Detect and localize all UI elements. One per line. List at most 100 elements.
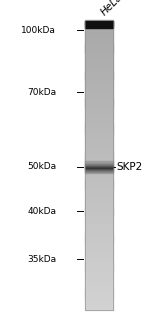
Bar bbox=[85, 174, 113, 175]
Bar bbox=[85, 156, 113, 157]
Bar bbox=[85, 196, 113, 197]
Bar bbox=[85, 214, 113, 216]
Bar bbox=[85, 299, 113, 301]
Bar bbox=[85, 75, 113, 77]
Bar bbox=[85, 187, 113, 189]
Bar bbox=[85, 240, 113, 242]
Bar bbox=[85, 77, 113, 79]
Bar bbox=[85, 147, 113, 148]
Bar bbox=[85, 198, 113, 199]
Bar bbox=[85, 186, 113, 188]
Bar bbox=[85, 23, 113, 24]
Bar bbox=[85, 238, 113, 240]
Bar bbox=[85, 261, 113, 263]
Bar bbox=[85, 288, 113, 290]
Bar bbox=[85, 212, 113, 214]
Bar bbox=[85, 301, 113, 302]
Bar bbox=[85, 233, 113, 235]
Bar bbox=[85, 71, 113, 72]
Text: 35kDa: 35kDa bbox=[27, 255, 56, 264]
Bar bbox=[85, 124, 113, 125]
Bar bbox=[85, 92, 113, 93]
Bar bbox=[85, 37, 113, 38]
Bar bbox=[85, 201, 113, 202]
Bar bbox=[85, 101, 113, 103]
Bar bbox=[85, 97, 113, 98]
Bar bbox=[85, 133, 113, 135]
Bar bbox=[85, 53, 113, 54]
Bar bbox=[85, 295, 113, 297]
Bar bbox=[85, 96, 113, 97]
Bar bbox=[85, 247, 113, 248]
Bar bbox=[85, 50, 113, 52]
Bar bbox=[85, 177, 113, 179]
Bar bbox=[85, 170, 113, 171]
Bar bbox=[85, 211, 113, 212]
Bar bbox=[85, 45, 113, 46]
Bar bbox=[85, 291, 113, 293]
Bar bbox=[85, 297, 113, 299]
Bar bbox=[85, 183, 113, 185]
Bar bbox=[85, 286, 113, 287]
Bar bbox=[85, 128, 113, 130]
Bar bbox=[85, 190, 113, 191]
Bar bbox=[85, 30, 113, 31]
Bar bbox=[85, 99, 113, 100]
Bar bbox=[85, 163, 113, 164]
Bar bbox=[85, 305, 113, 306]
Bar bbox=[85, 84, 113, 85]
Bar bbox=[85, 113, 113, 114]
Bar bbox=[85, 282, 113, 283]
Bar bbox=[85, 131, 113, 133]
Bar bbox=[85, 235, 113, 237]
Bar bbox=[85, 29, 113, 30]
Bar bbox=[85, 73, 113, 75]
Text: 70kDa: 70kDa bbox=[27, 88, 56, 97]
Bar bbox=[85, 224, 113, 225]
Bar bbox=[85, 44, 113, 45]
Bar bbox=[85, 54, 113, 55]
Bar bbox=[85, 182, 113, 183]
Bar bbox=[85, 277, 113, 278]
Bar bbox=[85, 169, 113, 170]
Bar bbox=[85, 86, 113, 87]
Bar bbox=[85, 160, 113, 162]
Bar bbox=[85, 251, 113, 252]
Bar bbox=[85, 27, 113, 28]
Bar bbox=[85, 165, 113, 166]
Bar bbox=[85, 81, 113, 82]
Bar bbox=[85, 192, 113, 193]
Bar bbox=[85, 217, 113, 218]
Text: 100kDa: 100kDa bbox=[21, 26, 56, 35]
Bar bbox=[85, 125, 113, 126]
Bar bbox=[85, 94, 113, 95]
Bar bbox=[85, 156, 113, 158]
Bar bbox=[85, 197, 113, 198]
Bar bbox=[85, 95, 113, 96]
Bar bbox=[85, 268, 113, 270]
Bar bbox=[85, 112, 113, 113]
Bar bbox=[85, 88, 113, 89]
Bar bbox=[85, 119, 113, 120]
Bar bbox=[85, 259, 113, 261]
Bar bbox=[85, 266, 113, 268]
Bar bbox=[85, 218, 113, 219]
Bar bbox=[85, 259, 113, 260]
Bar bbox=[85, 21, 113, 23]
Bar bbox=[85, 204, 113, 206]
Bar bbox=[85, 265, 113, 266]
Bar bbox=[85, 256, 113, 257]
Bar bbox=[85, 21, 113, 28]
Bar bbox=[85, 148, 113, 149]
Bar bbox=[85, 76, 113, 78]
Bar bbox=[85, 262, 113, 264]
Bar bbox=[85, 304, 113, 305]
Bar bbox=[85, 128, 113, 129]
Bar bbox=[85, 225, 113, 226]
Bar bbox=[85, 168, 113, 169]
Bar bbox=[85, 110, 113, 111]
Bar bbox=[85, 285, 113, 286]
Bar bbox=[85, 62, 113, 63]
Bar bbox=[85, 213, 113, 215]
Bar bbox=[85, 132, 113, 134]
